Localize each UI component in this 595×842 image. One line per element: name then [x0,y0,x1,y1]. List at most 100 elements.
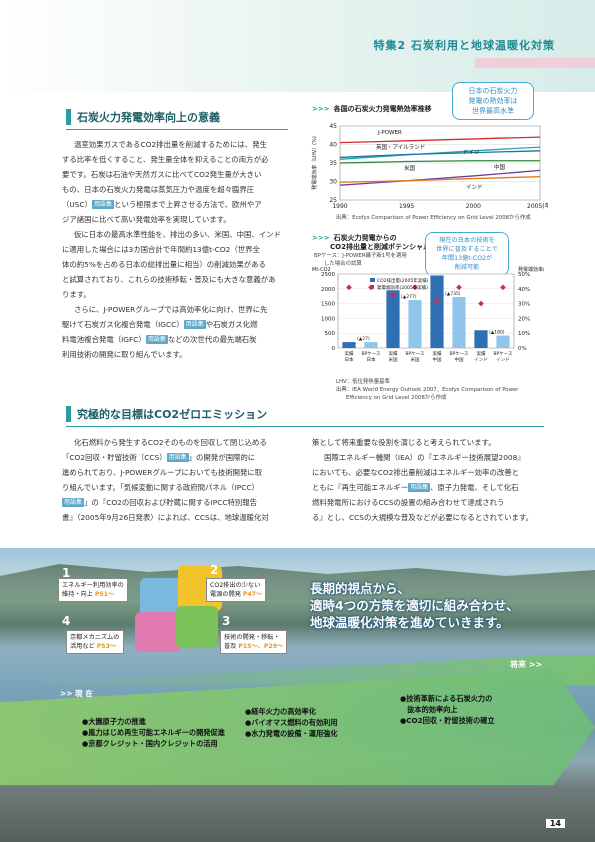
label-text: 活用など P53～ [70,642,120,651]
co2-bar [430,275,444,348]
chart2-title-line2: CO2排出量と削減ポテンシャル [330,243,430,251]
glossary-tag[interactable]: 用語集 [62,498,85,507]
y-tick-label: 500 [325,331,336,337]
series-line [339,146,541,160]
x-tick-label: インド [496,358,510,363]
header-band [0,0,595,92]
y-tick-label: 25 [329,197,337,204]
y-tick-label: 0 [332,346,336,352]
x-tick-label: インド [474,358,488,363]
page-ref[interactable]: P53～ [96,643,117,650]
efficiency-marker [434,297,440,304]
series-line [339,150,541,159]
y-tick-label: 35 [329,160,337,167]
s1-text: などの次世代の最先端石炭 [167,335,257,344]
x-tick-label: BPケース [361,350,381,357]
y-tick-label: 2000 [321,287,335,293]
glossary-tag[interactable]: 用語集 [145,335,168,344]
glossary-tag[interactable]: 用語集 [183,320,206,329]
y2-tick-label: 20% [518,316,530,322]
callout-line: 世界最高水準 [472,107,514,115]
puzzle-label-4: 京都メカニズムの 活用など P53～ [66,630,124,654]
legend-swatch [370,278,375,282]
glossary-tag[interactable]: 用語集 [408,483,431,492]
list-item: ●CO2回収・貯留技術の確立 [400,716,495,725]
label-text: 電源の開発 P47～ [210,590,262,599]
puzzle-number-2: 2 [210,563,219,577]
x-tick-label: BPケース [449,350,469,357]
x-tick-label: 2000 [466,203,481,210]
arrows-icon: >>> [312,234,330,242]
heading-rule [66,426,544,427]
x-tick-label: 日本 [367,356,376,363]
data-label: (▲180) [489,330,505,336]
source-line: 出典：IEA World Energy Outlook 2007、Ecofys … [336,387,519,393]
co2-bar-chart: Mt-CO2 発電端効率(LHV) 0 500 1000 1500 2000 2500 0% 10… [312,266,544,363]
section2-body-left: 化石燃料から発生するCO2そのものを回収して閉じ込める 「CO2回収・貯留技術（… [62,435,294,525]
x-tick-label: 米国 [411,356,420,363]
x-tick-label: BPケース [405,350,425,357]
list-item: ●京都クレジット・国内クレジットの活用 [82,739,218,748]
s1-line: （USC） 用語集 という極限まで上昇させる方法で、欧州やア [62,197,294,212]
heading-bar [66,406,71,422]
s2-line: 進められており、J-POWERグループにおいても技術開発に取 [62,468,263,477]
page-ref[interactable]: P47～ [242,591,263,598]
series-line [339,169,541,186]
s2-line: ともに『再生可能エネルギー 用語集 、原子力発電、そして化石 [312,480,548,495]
bp-note-line: BPケース：J-POWER磯子新1号を適用 [314,253,407,259]
chart2-source: 出典：IEA World Energy Outlook 2007、Ecofys … [336,386,519,402]
x-tick-label: 実績 [389,350,398,357]
data-label: (▲735) [445,291,461,297]
label-text2: 活用など [70,643,95,650]
page-ref[interactable]: P51～ [94,591,115,598]
chart1-title-text: 各国の石炭火力発電熱効率推移 [333,105,432,113]
page-ref[interactable]: P15～、P29～ [238,643,284,650]
puzzle-number-4: 4 [62,614,71,628]
s1-line: さらに、J-POWERグループでは高効率化に向け、世界に先 [74,305,268,314]
label-text: 技術の開発・移転・ [224,634,280,641]
co2-bar [474,330,488,348]
s1-line: 仮に日本の最高水準性能を、排出の多い、米国、中国、インド [74,230,281,239]
s1-line: に適用した場合には3カ国合計で年間約13億t-CO2（世界全 [62,245,260,254]
chart1-callout: 日本の石炭火力 発電の熱効率は 世界最高水準 [452,82,534,120]
efficiency-line-chart: 25 30 35 40 45 1990 1995 2000 2005(年) 発電端効率（LHV）(… [311,123,548,210]
list-item: ●経年火力の高効率化 [245,707,316,716]
x-tick-label: 米国 [389,356,398,363]
glossary-tag[interactable]: 用語集 [92,200,115,209]
x-tick-label: 実績 [433,350,442,357]
s1-line: 温室効果ガスであるCO2排出量を削減するためには、発生 [74,140,267,149]
s2-text: 「CO2回収・貯留技術（CCS） [62,453,167,462]
glossary-tag[interactable]: 用語集 [166,453,189,462]
label-text2: 普及 [224,643,237,650]
puzzle-number-3: 3 [222,614,231,628]
puzzle-label-2: CO2排出の少ない 電源の開発 P47～ [206,578,267,602]
s2-line: 化石燃料から発生するCO2そのものを回収して閉じ込める [74,438,267,447]
puzzle-label-1: エネルギー利用効率の 維持・向上 P51～ [58,578,128,602]
y-axis-label: 発電端効率（LHV）(%) [311,136,318,190]
legend-label: CO2排出量(2005年実績) [377,277,429,284]
co2-bar [342,342,356,348]
s1-line: 体の約5%を占める日本の総排出量に相当）の削減効果がある [62,260,266,269]
data-label: (▲27) [357,336,370,342]
s1-line: もの、日本の石炭火力発電は蒸気圧力や温度を超々臨界圧 [62,185,255,194]
s1-line: 料電池複合発電（IGFC） 用語集 などの次世代の最先端石炭 [62,332,294,347]
callout-line: 発電の熱効率は [468,97,518,105]
x-tick-label: 1995 [399,203,414,210]
series-label: インド [466,185,483,191]
y2-tick-label: 40% [518,287,530,293]
series-label: 米国 [404,164,416,172]
y2-axis-label: 発電端効率(LHV) [518,266,544,273]
chart2-callout: 現在の日本の技術を 世界に普及することで 年間13億t-CO2が 削減可能 [425,232,509,276]
list-item: ●技術革新による石炭火力の [400,694,493,703]
s2-line: においても、必要なCO2排出量削減はエネルギー効率の改善と [312,468,520,477]
series-line [339,160,540,164]
y-tick-label: 45 [329,123,337,130]
source-line: Efficiency on Grid Level 2008から作成 [346,395,447,401]
callout-line: 削減可能 [454,264,480,271]
x-tick-label: 日本 [345,356,354,363]
callout-line: 世界に普及することで [436,246,498,253]
y-axis-label: Mt-CO2 [312,267,331,273]
chart1-source: 出典：Ecofys Comparison of Power Efficiency… [336,215,531,221]
x-tick-label: 1990 [332,203,347,210]
heading-bar [66,109,71,125]
